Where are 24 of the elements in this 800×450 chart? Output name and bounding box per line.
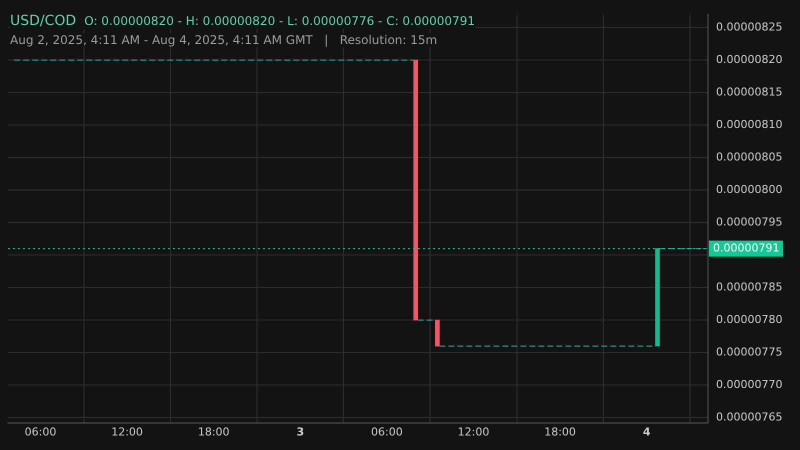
- chart-subtitle: O: 0.00000820 - H: 0.00000820 - L: 0.00000776 - C: 0.00000791: [84, 14, 475, 28]
- y-tick-label: 0.00000775: [716, 345, 782, 358]
- chart-title: USD/COD: [10, 13, 76, 29]
- y-tick-label: 0.00000800: [716, 182, 782, 196]
- y-tick-label: 0.00000815: [716, 85, 782, 98]
- x-tick-label: 4: [642, 425, 651, 438]
- x-tick-label: 06:00: [371, 425, 403, 438]
- y-tick-label: 0.00000795: [716, 215, 782, 228]
- x-tick-label: 3: [296, 425, 304, 438]
- y-tick-label: 0.00000785: [716, 280, 782, 294]
- x-tick-label: 06:00: [24, 425, 56, 438]
- y-tick-label: 0.00000780: [716, 312, 782, 326]
- x-tick-label: 18:00: [198, 425, 230, 438]
- x-tick-label: 12:00: [458, 425, 490, 438]
- y-tick-label: 0.00000820: [716, 52, 782, 66]
- annotation: Aug 2, 2025, 4:11 AM - Aug 4, 2025, 4:11 AM GMT | Resolution: 15m: [10, 33, 438, 47]
- x-tick-label: 12:00: [111, 425, 143, 438]
- y-tick-label: 0.00000765: [716, 410, 782, 424]
- y-tick-label: 0.00000825: [716, 20, 782, 34]
- y-tick-label: 0.00000805: [716, 150, 782, 164]
- y-tick-label: 0.00000810: [716, 118, 782, 131]
- ref-line-label: 0.00000791: [713, 241, 780, 254]
- x-tick-label: 18:00: [544, 425, 576, 438]
- y-tick-label: 0.00000770: [716, 378, 782, 391]
